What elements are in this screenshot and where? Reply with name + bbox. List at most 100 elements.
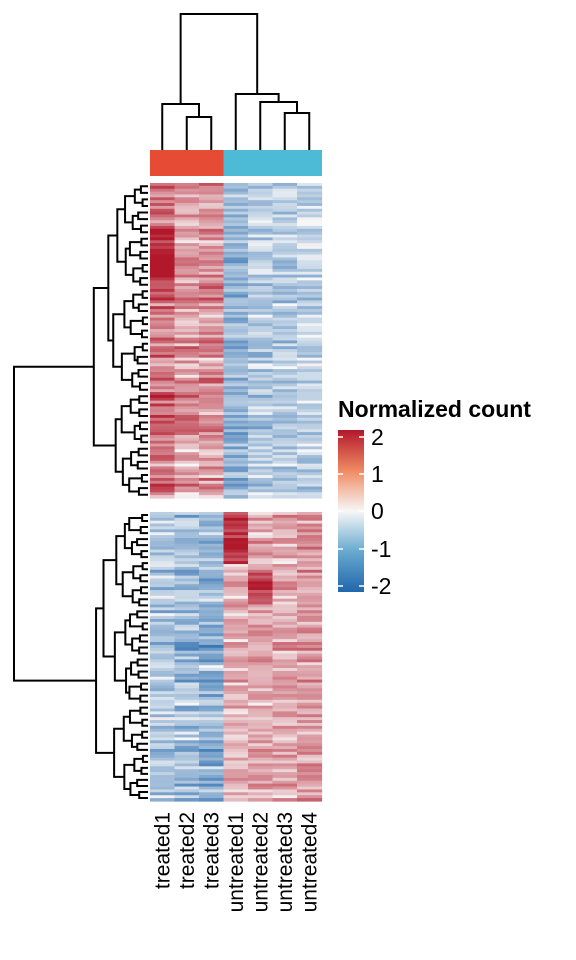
heatmap-cell — [248, 183, 274, 187]
heatmap-cell — [248, 383, 274, 387]
heatmap-cell — [272, 389, 298, 393]
heatmap-cell — [272, 584, 298, 588]
heatmap-cell — [272, 798, 298, 802]
heatmap-cell — [174, 754, 200, 759]
heatmap-cell — [297, 743, 323, 747]
dendrogram-link — [132, 293, 143, 309]
heatmap-cell — [174, 708, 200, 713]
heatmap-cell — [297, 268, 323, 273]
heatmap-cell — [248, 705, 274, 710]
heatmap-cell — [174, 460, 200, 465]
heatmap-cell — [272, 529, 298, 533]
heatmap-cell — [150, 717, 176, 721]
heatmap-cell — [297, 329, 323, 333]
heatmap-cell — [297, 598, 323, 603]
heatmap-cell — [297, 412, 323, 416]
heatmap-cell — [174, 366, 200, 370]
heatmap-cell — [174, 423, 200, 428]
heatmap-cell — [150, 277, 176, 281]
heatmap-cell — [297, 673, 323, 678]
heatmap-cell — [248, 435, 274, 439]
heatmap-cell — [199, 374, 225, 379]
heatmap-cell — [150, 380, 176, 385]
heatmap-cell — [174, 514, 200, 519]
heatmap-cell — [223, 185, 249, 190]
heatmap-cell — [150, 636, 176, 640]
heatmap-cell — [272, 331, 298, 336]
heatmap-cell — [297, 792, 323, 796]
heatmap-cell — [150, 688, 176, 692]
heatmap-cell — [297, 705, 323, 710]
heatmap-cell — [174, 668, 200, 672]
heatmap-cell — [223, 587, 249, 591]
heatmap-cell — [272, 786, 298, 791]
heatmap-cell — [272, 208, 298, 213]
legend-tick-label: -1 — [371, 536, 391, 562]
heatmap-cell — [248, 406, 274, 410]
heatmap-cell — [248, 283, 274, 287]
heatmap-cell — [174, 483, 200, 488]
heatmap-cell — [297, 737, 323, 741]
heatmap-cell — [223, 288, 249, 293]
heatmap-cell — [174, 200, 200, 204]
dendrogram-link — [121, 457, 132, 486]
heatmap-cell — [248, 331, 274, 336]
heatmap-cell — [272, 280, 298, 284]
heatmap-cell — [223, 469, 249, 473]
heatmap-cell — [174, 294, 200, 299]
heatmap-cell — [248, 650, 274, 655]
heatmap-cell — [174, 495, 200, 499]
heatmap-cell — [223, 584, 249, 588]
heatmap-cell — [199, 429, 225, 433]
heatmap-cell — [199, 203, 225, 207]
heatmap-cell — [199, 633, 225, 637]
heatmap-cell — [174, 737, 200, 741]
heatmap-cell — [150, 460, 176, 465]
heatmap-cell — [199, 420, 225, 425]
heatmap-cell — [248, 457, 274, 462]
heatmap-cell — [272, 714, 298, 718]
dendrogram-link — [130, 541, 142, 556]
heatmap-cell — [150, 584, 176, 588]
heatmap-cell — [150, 420, 176, 425]
heatmap-cell — [150, 228, 176, 233]
heatmap-cell — [150, 546, 176, 551]
heatmap-cell — [297, 455, 323, 459]
heatmap-cell — [174, 653, 200, 658]
heatmap-cell — [248, 291, 274, 296]
heatmap-cell — [297, 688, 323, 692]
heatmap-cell — [272, 734, 298, 739]
heatmap-cell — [174, 377, 200, 382]
heatmap-cell — [248, 673, 274, 678]
heatmap-cell — [272, 731, 298, 736]
heatmap-cell — [223, 610, 249, 614]
heatmap-cell — [223, 763, 249, 767]
heatmap-cell — [297, 369, 323, 373]
heatmap-cell — [174, 569, 200, 574]
heatmap-cell — [223, 343, 249, 347]
heatmap-cell — [223, 286, 249, 290]
heatmap-cell — [174, 630, 200, 634]
heatmap-cell — [174, 311, 200, 316]
heatmap-cell — [248, 665, 274, 669]
heatmap-cell — [272, 639, 298, 643]
heatmap-cell — [297, 417, 323, 422]
dendrogram-link — [139, 574, 148, 583]
heatmap-cell — [223, 673, 249, 678]
heatmap-cell — [150, 543, 176, 548]
heatmap-cell — [199, 472, 225, 476]
heatmap-cell — [223, 460, 249, 465]
heatmap-cell — [272, 492, 298, 496]
heatmap-cell — [297, 731, 323, 736]
heatmap-cell — [150, 685, 176, 689]
dendrogram-link — [141, 562, 148, 571]
dendrogram-link — [128, 517, 143, 532]
heatmap-cell — [150, 403, 176, 407]
heatmap-cell — [150, 642, 176, 646]
heatmap-cell — [174, 383, 200, 387]
heatmap-cell — [297, 538, 323, 542]
heatmap-cell — [248, 561, 274, 565]
heatmap-cell — [199, 613, 225, 617]
heatmap-cell — [150, 789, 176, 793]
heatmap-cell — [297, 763, 323, 767]
